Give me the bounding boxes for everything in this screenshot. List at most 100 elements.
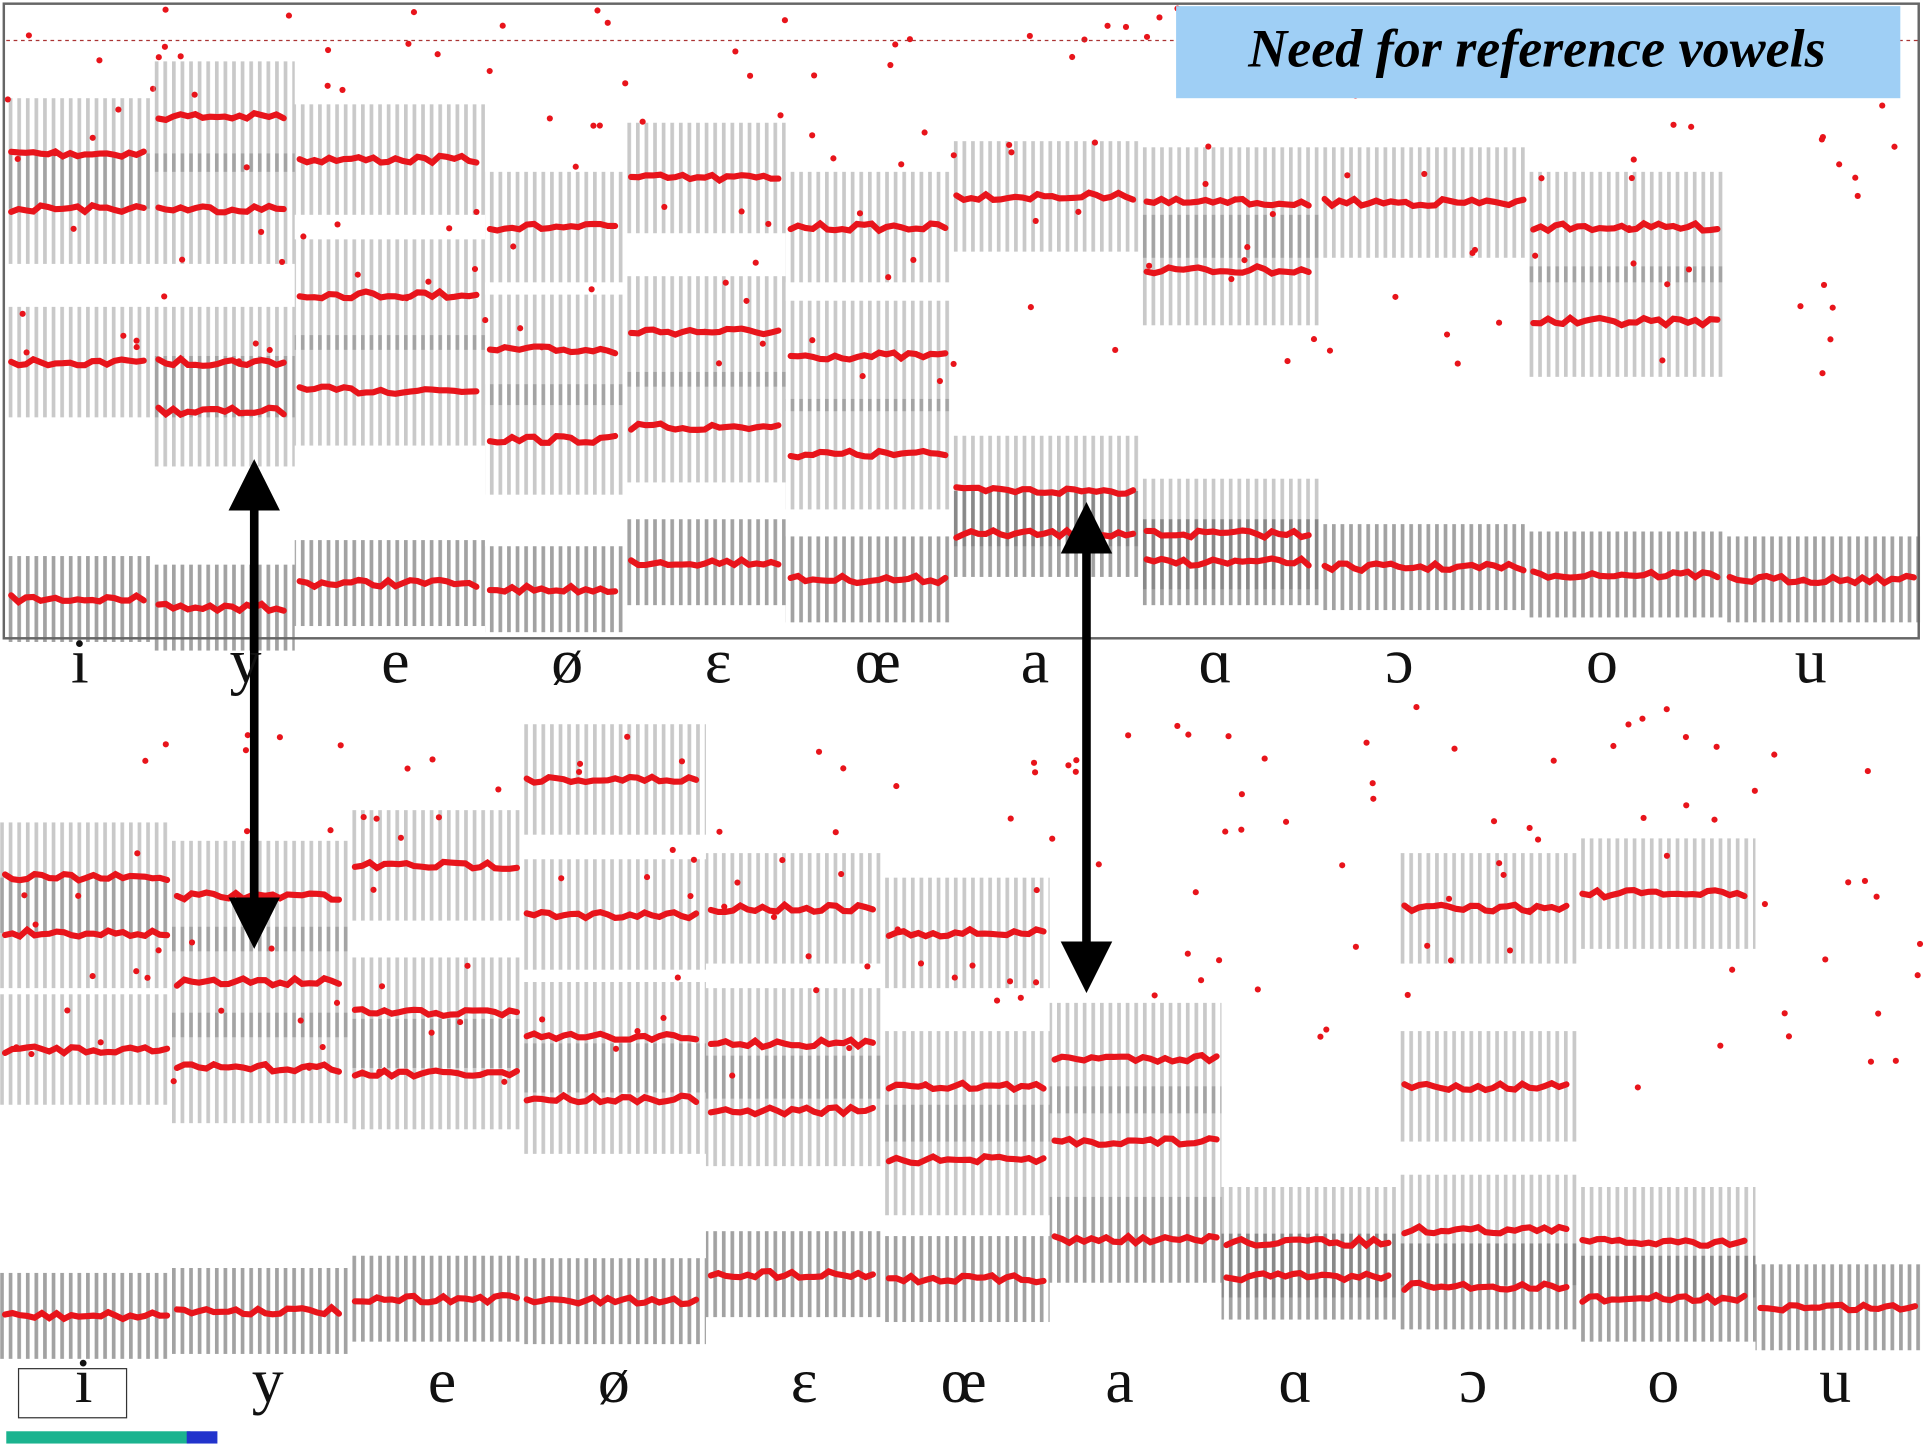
- formant-dot: [1640, 814, 1647, 821]
- formant-track: [1726, 572, 1917, 587]
- formant-dot: [1861, 877, 1869, 885]
- formant-dot: [1771, 751, 1778, 758]
- formant-track: [1530, 568, 1721, 581]
- formant-dot: [1729, 966, 1736, 973]
- formant-dot: [922, 1081, 929, 1088]
- formant-dot: [777, 112, 784, 119]
- formant-dot: [1852, 174, 1859, 181]
- formant-dot: [1033, 887, 1040, 894]
- formant-dot: [266, 346, 273, 354]
- formant-dot: [162, 6, 169, 13]
- vowel-label: y: [230, 625, 262, 696]
- formant-dot: [1326, 347, 1334, 354]
- formant-dot: [1421, 170, 1428, 177]
- formant-dot: [1500, 871, 1507, 878]
- formant-track: [523, 1294, 700, 1308]
- formant-dot: [622, 80, 629, 87]
- formant-dot: [276, 734, 283, 741]
- formant-dot: [115, 106, 122, 113]
- formant-dot: [405, 40, 412, 47]
- formant-dot: [324, 82, 331, 89]
- formant-dot: [1819, 370, 1826, 377]
- formant-dot: [1864, 768, 1871, 775]
- formant-dot: [1663, 706, 1670, 713]
- formant-dot: [1323, 1026, 1330, 1033]
- formant-dot: [324, 46, 332, 54]
- formant-dot: [1282, 818, 1290, 825]
- formant-dot: [752, 259, 759, 266]
- formant-dot: [558, 875, 565, 882]
- formant-track: [173, 1060, 342, 1075]
- formant-dot: [805, 953, 812, 960]
- formant-dot: [1625, 721, 1632, 728]
- formant-dot: [133, 968, 140, 975]
- formant-dot: [1112, 346, 1119, 354]
- formant-dot: [1032, 217, 1039, 224]
- formant-track: [523, 909, 700, 922]
- formant-dot: [23, 349, 30, 356]
- formant-dot: [14, 155, 21, 163]
- formant-dot: [715, 360, 723, 367]
- formant-track: [486, 220, 619, 234]
- formant-dot: [4, 96, 11, 103]
- formant-dot: [885, 274, 892, 281]
- formant-dot: [337, 742, 344, 749]
- formant-track: [486, 432, 619, 446]
- formant-dot: [1238, 791, 1245, 798]
- formant-dot: [1454, 360, 1461, 367]
- formant-dot: [446, 225, 453, 232]
- formant-dot: [1143, 33, 1151, 40]
- vowel-label: a: [1021, 625, 1049, 696]
- formant-dot: [898, 161, 905, 168]
- formant-dot: [486, 67, 493, 75]
- formant-dot: [1854, 192, 1861, 200]
- formant-dot: [334, 221, 341, 228]
- formant-track: [351, 858, 520, 872]
- formant-dot: [809, 132, 816, 139]
- formant-dot: [1032, 769, 1039, 776]
- formant-dot: [1670, 121, 1677, 128]
- formant-dot: [1125, 732, 1132, 739]
- formant-dot: [471, 265, 479, 273]
- formant-dot: [722, 279, 729, 286]
- formant-track: [486, 582, 619, 596]
- formant-dot: [950, 360, 957, 367]
- formant-track: [523, 773, 700, 786]
- formant-dot: [1404, 991, 1411, 998]
- formant-track: [628, 171, 782, 185]
- formant-dot: [1198, 977, 1205, 984]
- formant-track: [296, 576, 480, 591]
- formant-dot: [268, 945, 275, 952]
- formant-dot: [669, 846, 676, 853]
- formant-dot: [1026, 32, 1033, 40]
- formant-dot: [373, 815, 380, 822]
- formant-dot: [738, 208, 745, 215]
- formant-dot: [864, 963, 871, 970]
- formant-dot: [1751, 787, 1758, 794]
- formant-track: [1530, 314, 1721, 329]
- formant-dot: [1891, 143, 1898, 150]
- formant-dot: [643, 874, 651, 881]
- formant-dot: [921, 129, 928, 136]
- formant-track: [787, 447, 949, 461]
- vowel-label: ɑ: [1199, 625, 1232, 696]
- vowel-label: ɔ: [1459, 1345, 1487, 1416]
- formant-dot: [1688, 123, 1695, 130]
- formant-dot: [1363, 739, 1370, 746]
- formant-track: [1223, 1234, 1392, 1250]
- formant-dot: [1818, 136, 1825, 143]
- formant-dot: [155, 947, 162, 954]
- formant-track: [1530, 219, 1721, 235]
- formant-dot: [1659, 357, 1666, 364]
- formant-dot: [1241, 257, 1248, 264]
- formant-dot: [859, 373, 866, 380]
- formant-track: [885, 925, 1047, 940]
- formant-track: [707, 1103, 876, 1118]
- formant-dot: [376, 1068, 383, 1075]
- formant-dot: [1550, 757, 1557, 764]
- formant-dot: [1663, 852, 1670, 859]
- formant-dot: [464, 962, 471, 969]
- status-bar-end: [186, 1431, 218, 1444]
- formant-dot: [429, 756, 436, 763]
